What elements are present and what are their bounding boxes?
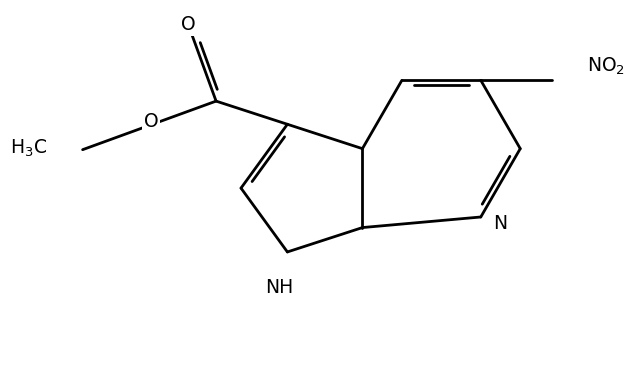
Text: N: N [493, 214, 507, 234]
Text: O: O [180, 15, 195, 34]
Text: NH: NH [265, 278, 293, 297]
Text: H$_3$C: H$_3$C [10, 138, 47, 159]
Text: O: O [143, 112, 158, 131]
Text: NO$_2$: NO$_2$ [588, 55, 625, 77]
